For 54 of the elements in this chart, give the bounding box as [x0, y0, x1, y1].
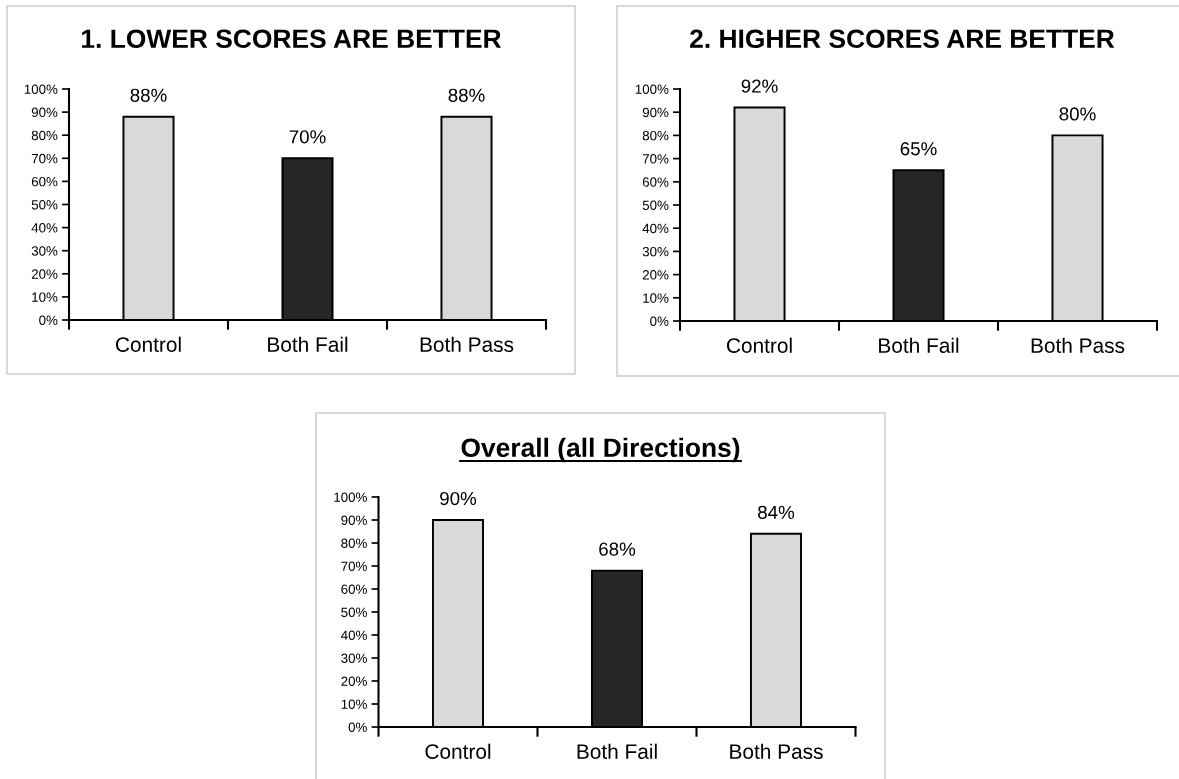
y-tick-label: 50% — [642, 200, 669, 210]
data-label: 70% — [289, 130, 326, 144]
x-tick-label: Both Fail — [879, 337, 959, 353]
y-tick-label: 100% — [334, 492, 367, 502]
data-label: 88% — [448, 88, 485, 102]
y-tick-label: 20% — [341, 676, 367, 686]
data-label: 90% — [440, 491, 477, 506]
y-tick-label: 50% — [341, 607, 367, 617]
data-label: 65% — [900, 142, 937, 156]
y-tick-label: 40% — [642, 223, 669, 234]
y-tick-label: 30% — [642, 246, 669, 257]
chart-title: Overall (all Directions) — [461, 437, 740, 463]
y-tick-label: 90% — [341, 515, 367, 525]
chart-title: 1. LOWER SCORES ARE BETTER — [82, 29, 502, 49]
y-tick-label: 0% — [650, 316, 669, 326]
x-tick-label: Control — [115, 336, 181, 352]
y-tick-label: 70% — [31, 153, 58, 164]
y-tick-label: 90% — [31, 107, 58, 118]
data-label: 92% — [741, 79, 778, 93]
y-tick-label: 70% — [341, 561, 367, 571]
x-tick-label: Both Fail — [577, 743, 657, 759]
y-tick-label: 10% — [32, 292, 58, 302]
y-tick-label: 40% — [341, 630, 367, 640]
y-tick-label: 80% — [341, 538, 367, 548]
y-tick-label: 30% — [31, 246, 58, 256]
y-tick-label: 60% — [642, 177, 669, 187]
y-tick-label: 0% — [348, 722, 367, 732]
y-tick-label: 40% — [31, 223, 58, 233]
y-tick-label: 80% — [31, 130, 58, 141]
y-tick-label: 100% — [635, 84, 669, 94]
chart-title: 2. HIGHER SCORES ARE BETTER — [690, 29, 1115, 49]
y-tick-label: 10% — [341, 699, 367, 709]
x-tick-label: Control — [425, 743, 491, 759]
y-tick-label: 0% — [39, 315, 58, 325]
data-label: 88% — [130, 88, 167, 102]
x-tick-label: Both Fail — [268, 336, 348, 352]
y-tick-label: 60% — [31, 176, 58, 187]
data-label: 84% — [758, 505, 795, 519]
y-tick-label: 80% — [642, 130, 669, 141]
x-tick-label: Both Pass — [420, 336, 514, 352]
data-label: 68% — [599, 542, 636, 556]
y-tick-label: 60% — [341, 584, 367, 594]
y-tick-label: 70% — [642, 154, 669, 164]
y-tick-label: 20% — [642, 270, 669, 280]
x-tick-label: Both Pass — [730, 743, 823, 759]
y-tick-label: 20% — [31, 269, 58, 279]
y-tick-label: 50% — [31, 200, 58, 210]
x-tick-label: Both Pass — [1031, 337, 1125, 353]
y-tick-label: 100% — [24, 84, 58, 94]
y-tick-label: 30% — [341, 653, 367, 663]
data-label: 80% — [1059, 107, 1096, 121]
y-tick-label: 90% — [642, 107, 669, 118]
y-tick-label: 10% — [643, 293, 669, 303]
x-tick-label: Control — [726, 337, 792, 353]
